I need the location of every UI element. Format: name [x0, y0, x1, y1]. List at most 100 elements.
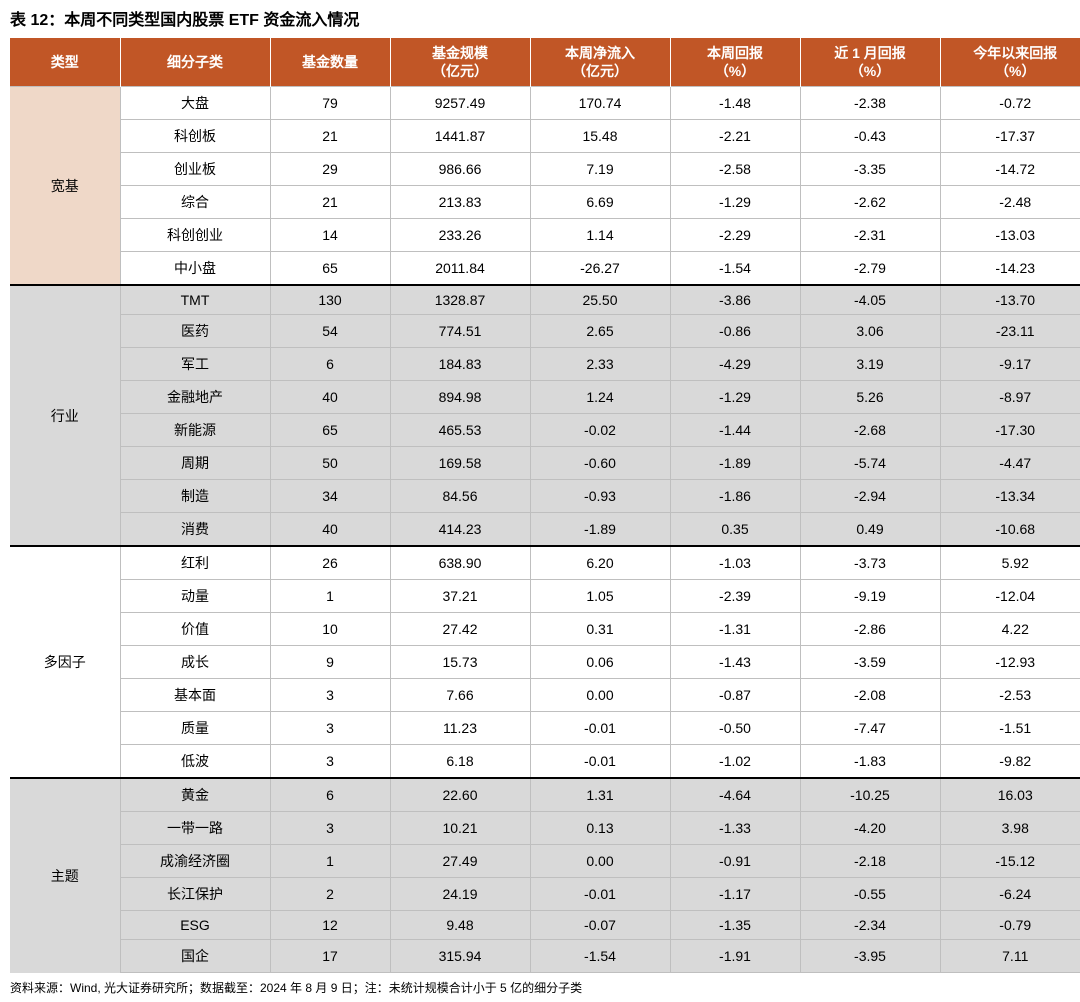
cell: 65	[270, 252, 390, 286]
cell: 315.94	[390, 940, 530, 973]
cell: -0.55	[800, 878, 940, 911]
cell: -1.03	[670, 546, 800, 580]
cell: ESG	[120, 911, 270, 940]
cell: 84.56	[390, 480, 530, 513]
group-3: 主题黄金622.601.31-4.64-10.2516.03一带一路310.21…	[10, 778, 1080, 973]
table-row: 成渝经济圈127.490.00-0.91-2.18-15.12	[10, 845, 1080, 878]
cell: 0.49	[800, 513, 940, 547]
cell: -15.12	[940, 845, 1080, 878]
cell: -9.82	[940, 745, 1080, 779]
cell: -4.20	[800, 812, 940, 845]
cell: -5.74	[800, 447, 940, 480]
cell: 3.06	[800, 315, 940, 348]
cell: 233.26	[390, 219, 530, 252]
cell: 27.49	[390, 845, 530, 878]
group-label: 宽基	[10, 87, 120, 286]
cell: 7.11	[940, 940, 1080, 973]
cell: -13.70	[940, 285, 1080, 315]
cell: -0.60	[530, 447, 670, 480]
cell: 169.58	[390, 447, 530, 480]
cell: -2.38	[800, 87, 940, 120]
cell: -1.86	[670, 480, 800, 513]
cell: -1.31	[670, 613, 800, 646]
cell: 10.21	[390, 812, 530, 845]
cell: 50	[270, 447, 390, 480]
cell: 2.65	[530, 315, 670, 348]
cell: 1.31	[530, 778, 670, 812]
cell: -0.01	[530, 878, 670, 911]
cell: -1.17	[670, 878, 800, 911]
cell: 1.14	[530, 219, 670, 252]
cell: 3	[270, 679, 390, 712]
cell: 医药	[120, 315, 270, 348]
col-header-6: 近 1 月回报（%）	[800, 38, 940, 87]
table-row: 成长915.730.06-1.43-3.59-12.93	[10, 646, 1080, 679]
cell: -3.73	[800, 546, 940, 580]
cell: -13.03	[940, 219, 1080, 252]
cell: 黄金	[120, 778, 270, 812]
cell: 16.03	[940, 778, 1080, 812]
cell: -3.86	[670, 285, 800, 315]
cell: 9257.49	[390, 87, 530, 120]
cell: -0.91	[670, 845, 800, 878]
cell: 周期	[120, 447, 270, 480]
cell: 170.74	[530, 87, 670, 120]
cell: 14	[270, 219, 390, 252]
cell: -0.93	[530, 480, 670, 513]
group-label: 主题	[10, 778, 120, 973]
cell: 130	[270, 285, 390, 315]
cell: -1.33	[670, 812, 800, 845]
cell: -17.37	[940, 120, 1080, 153]
cell: -4.05	[800, 285, 940, 315]
cell: 价值	[120, 613, 270, 646]
col-header-2: 基金数量	[270, 38, 390, 87]
table-row: ESG129.48-0.07-1.35-2.34-0.79	[10, 911, 1080, 940]
table-row: 动量137.211.05-2.39-9.19-12.04	[10, 580, 1080, 613]
cell: 1	[270, 580, 390, 613]
table-row: 医药54774.512.65-0.863.06-23.11	[10, 315, 1080, 348]
cell: 国企	[120, 940, 270, 973]
col-header-7: 今年以来回报（%）	[940, 38, 1080, 87]
cell: 6.20	[530, 546, 670, 580]
cell: 3.19	[800, 348, 940, 381]
cell: 长江保护	[120, 878, 270, 911]
cell: -17.30	[940, 414, 1080, 447]
cell: 6.69	[530, 186, 670, 219]
cell: 一带一路	[120, 812, 270, 845]
cell: 0.35	[670, 513, 800, 547]
cell: -10.68	[940, 513, 1080, 547]
cell: 2011.84	[390, 252, 530, 286]
cell: 465.53	[390, 414, 530, 447]
cell: 638.90	[390, 546, 530, 580]
cell: -2.34	[800, 911, 940, 940]
cell: 894.98	[390, 381, 530, 414]
cell: 基本面	[120, 679, 270, 712]
cell: 1328.87	[390, 285, 530, 315]
cell: 动量	[120, 580, 270, 613]
cell: 0.00	[530, 845, 670, 878]
cell: -1.02	[670, 745, 800, 779]
cell: -13.34	[940, 480, 1080, 513]
cell: -2.21	[670, 120, 800, 153]
group-1: 行业TMT1301328.8725.50-3.86-4.05-13.70医药54…	[10, 285, 1080, 546]
cell: -1.44	[670, 414, 800, 447]
cell: -10.25	[800, 778, 940, 812]
cell: -1.54	[530, 940, 670, 973]
cell: 创业板	[120, 153, 270, 186]
cell: 184.83	[390, 348, 530, 381]
table-row: 制造3484.56-0.93-1.86-2.94-13.34	[10, 480, 1080, 513]
cell: 新能源	[120, 414, 270, 447]
cell: -0.01	[530, 745, 670, 779]
cell: 2.33	[530, 348, 670, 381]
cell: 37.21	[390, 580, 530, 613]
cell: -0.01	[530, 712, 670, 745]
cell: -2.58	[670, 153, 800, 186]
cell: -4.29	[670, 348, 800, 381]
cell: -1.51	[940, 712, 1080, 745]
cell: -1.35	[670, 911, 800, 940]
cell: -26.27	[530, 252, 670, 286]
cell: 3.98	[940, 812, 1080, 845]
cell: 制造	[120, 480, 270, 513]
cell: -2.29	[670, 219, 800, 252]
cell: 213.83	[390, 186, 530, 219]
